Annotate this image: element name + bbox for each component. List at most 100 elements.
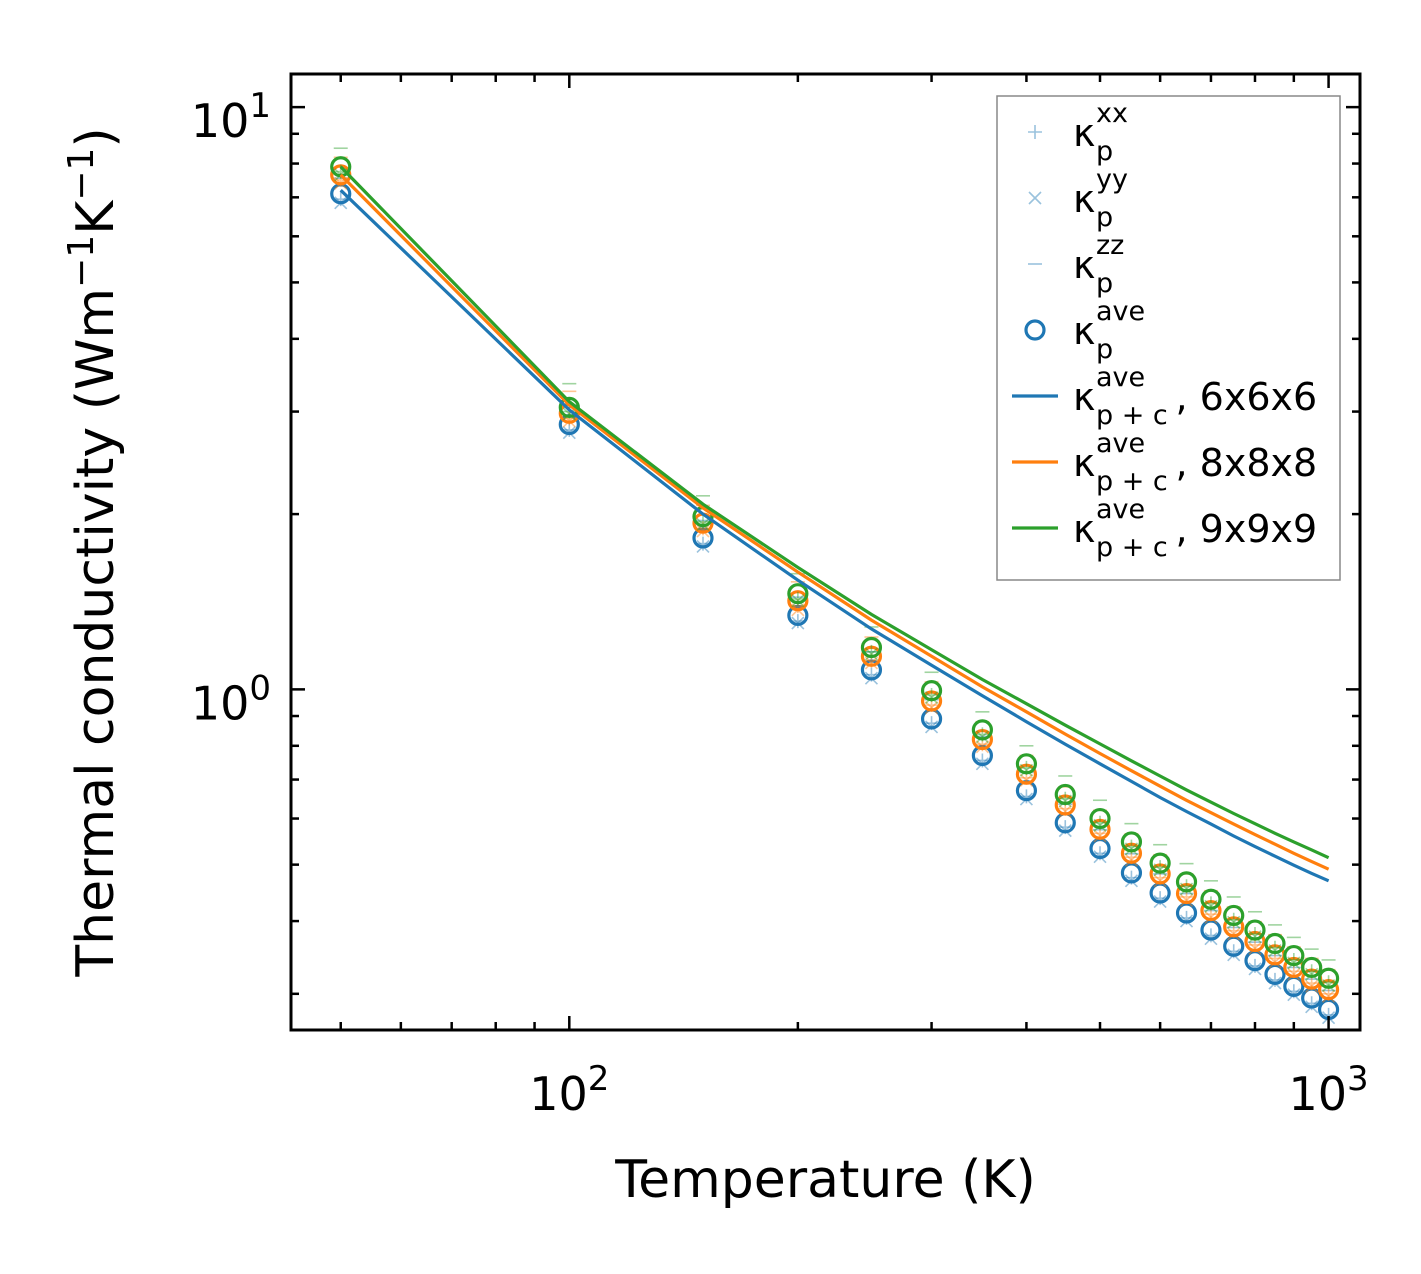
kappa-ave-marker <box>1200 899 1222 922</box>
kappa-ave-marker <box>971 744 993 767</box>
kappa-yy-marker <box>1268 955 1282 969</box>
legend-item: κave p + c, 8x8x8 <box>1012 428 1317 497</box>
y-tick-label: 101 <box>191 86 271 148</box>
kappa-ave-marker <box>692 527 714 549</box>
kappa-ave-marker <box>1120 842 1143 864</box>
kappa-ave-marker <box>971 728 993 751</box>
kappa-yy-marker <box>1179 882 1194 896</box>
x-tick-label: 102 <box>529 1059 609 1121</box>
legend-item: κave p + c, 6x6x6 <box>1012 362 1317 431</box>
kappa-ave-marker <box>1317 979 1340 1001</box>
kappa-ave-marker <box>1317 967 1340 989</box>
kappa-ave-marker <box>1175 871 1198 893</box>
kappa-yy-marker <box>1227 927 1241 941</box>
kappa-yy-marker <box>924 701 939 715</box>
kappa-yy-marker <box>1204 899 1218 913</box>
legend-x-marker <box>1028 191 1042 205</box>
legend-label: κzz p <box>1073 230 1124 299</box>
kappa-yy-marker <box>1227 915 1241 929</box>
legend-item: κzz p <box>1028 230 1124 299</box>
legend-label: κave p + c, 8x8x8 <box>1073 428 1317 497</box>
legend-item: κave p <box>1024 296 1145 365</box>
x-axis-title: Temperature (K) <box>614 1150 1036 1210</box>
kappa-ave-marker <box>1283 944 1305 967</box>
kappa-ave-marker <box>1175 882 1198 905</box>
legend-plus-marker <box>1028 125 1042 139</box>
kappa-ave-marker <box>1054 783 1076 806</box>
kappa-yy-marker <box>1058 804 1072 819</box>
kappa-ave-marker <box>860 645 883 667</box>
kappa-ave-marker <box>1264 932 1286 955</box>
kappa-ave-marker <box>1149 863 1171 885</box>
kappa-yy-marker <box>1248 941 1262 955</box>
kappa-yy-marker <box>1268 943 1282 958</box>
kappa-ave-marker <box>787 583 809 605</box>
legend-label: κyy p <box>1073 164 1128 233</box>
kappa-yy-marker <box>975 740 989 754</box>
kappa-yy-marker <box>864 647 879 661</box>
kappa-yy-marker <box>1179 893 1194 908</box>
legend-circle-marker <box>1024 319 1046 341</box>
kappa-ave-marker <box>1015 753 1038 775</box>
kappa-yy-marker <box>1153 874 1167 888</box>
legend-item: κyy p <box>1028 164 1128 233</box>
kappa-yy-marker <box>1058 794 1072 808</box>
legend-label: κave p <box>1073 296 1145 365</box>
kappa-ave-marker <box>920 690 943 712</box>
kappa-yy-marker <box>975 730 989 744</box>
kappa-yy-marker <box>1305 967 1319 981</box>
kappa-ave-marker <box>860 659 883 681</box>
kappa-yy-marker <box>864 656 879 670</box>
kappa-ave-marker <box>1054 794 1076 816</box>
data-marks <box>330 147 1340 1025</box>
legend-label: κave p + c, 9x9x9 <box>1073 494 1317 563</box>
kappa-yy-marker <box>791 594 805 608</box>
kappa-yy-marker <box>562 407 576 421</box>
kappa-ave-marker <box>1244 930 1266 953</box>
kappa-ave-marker <box>1223 904 1245 927</box>
kappa-yy-marker <box>1153 863 1167 877</box>
kappa-ave-marker <box>787 590 809 612</box>
legend-label: κxx p <box>1073 98 1128 167</box>
x-tick-label: 103 <box>1288 1059 1368 1121</box>
kappa-ave-marker <box>1015 763 1038 785</box>
y-axis-title: Thermal conductivity (Wm−1K−1) <box>61 127 126 977</box>
kappa-yy-marker <box>1322 978 1336 993</box>
kappa-yy-marker <box>1019 773 1033 787</box>
kappa-yy-marker <box>1248 930 1262 944</box>
legend-label: κave p + c, 6x6x6 <box>1073 362 1317 431</box>
kappa-yy-marker <box>1287 967 1301 981</box>
kappa-ave-marker <box>1120 831 1143 853</box>
kappa-ave-marker <box>860 636 883 659</box>
kappa-ave-marker <box>787 604 809 626</box>
kappa-ave-marker <box>1244 919 1266 941</box>
kappa-yy-marker <box>1124 842 1139 856</box>
kappa-ave-marker <box>1089 818 1111 840</box>
kappa-ave-marker <box>920 680 943 702</box>
kappa-yy-marker <box>1287 956 1301 970</box>
kappa-yy-marker <box>924 691 939 705</box>
kappa-yy-marker <box>1322 989 1336 1003</box>
legend-item: κxx p <box>1028 98 1128 167</box>
kappa-ave-marker <box>1089 807 1111 830</box>
series-8x8x8-line <box>339 173 1330 871</box>
legend-item: κave p + c, 9x9x9 <box>1012 494 1317 563</box>
legend-box <box>996 95 1341 581</box>
kappa-ave-marker <box>1149 852 1171 874</box>
kappa-yy-marker <box>1093 818 1107 832</box>
kappa-yy-marker <box>1019 763 1033 777</box>
kappa-yy-marker <box>1204 910 1218 924</box>
kappa-yy-marker <box>1305 979 1319 993</box>
axes: 102 103 100 101 Temperature (K) Thermal condu… <box>61 72 1369 1210</box>
kappa-ave-marker <box>1301 956 1323 979</box>
series-6x6x6-line <box>339 189 1330 883</box>
y-tick-label: 100 <box>191 668 271 730</box>
kappa-ave-marker <box>1223 916 1245 938</box>
series-9x9x9-line <box>339 165 1330 860</box>
kappa-ave-marker <box>1200 888 1222 910</box>
plot-area <box>330 147 1340 1025</box>
kappa-yy-marker <box>1093 829 1107 843</box>
